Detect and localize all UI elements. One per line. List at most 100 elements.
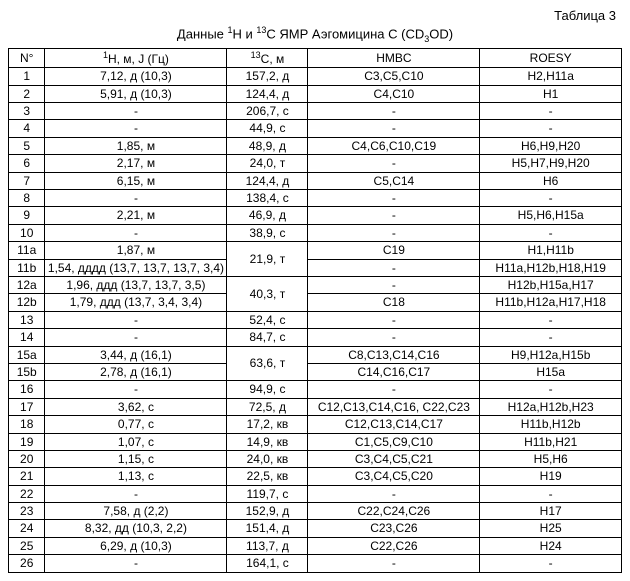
cell-1h: 1,85, м [45, 137, 227, 154]
table-row: 11a1,87, м21,9, тC19H1,H11b [9, 242, 622, 259]
caption-part: OD) [429, 26, 453, 41]
cell-hmbc: C22,C24,C26 [308, 503, 480, 520]
cell-1h: 5,91, д (10,3) [45, 85, 227, 102]
cell-1h: 3,62, с [45, 398, 227, 415]
cell-roesy: H5,H6 [480, 450, 622, 467]
caption-part: H и [233, 26, 257, 41]
cell-1h: 1,54, дддд (13,7, 13,7, 13,7, 3,4) [45, 259, 227, 276]
cell-number: 15b [9, 363, 45, 380]
table-row: 237,58, д (2,2)152,9, дC22,C24,C26H17 [9, 503, 622, 520]
table-row: 76,15, м124,4, дC5,C14H6 [9, 172, 622, 189]
cell-roesy: - [480, 224, 622, 241]
cell-1h: - [45, 120, 227, 137]
table-row: 13-52,4, с-- [9, 311, 622, 328]
table-row: 15b2,78, д (16,1)C14,C16,C17H15a [9, 363, 622, 380]
cell-number: 12a [9, 277, 45, 294]
cell-13c: 84,7, с [227, 329, 308, 346]
table-caption: Данные 1H и 13C ЯМР Аэгомицина C (CD3OD) [8, 25, 622, 44]
col-header-hmbc: HMBC [308, 48, 480, 67]
cell-roesy: - [480, 555, 622, 572]
cell-1h: 1,07, с [45, 433, 227, 450]
cell-roesy: H17 [480, 503, 622, 520]
table-row: 8-138,4, с-- [9, 190, 622, 207]
cell-1h: - [45, 103, 227, 120]
cell-1h: 3,44, д (16,1) [45, 346, 227, 363]
cell-13c: 151,4, д [227, 520, 308, 537]
cell-number: 5 [9, 137, 45, 154]
table-row: 14-84,7, с-- [9, 329, 622, 346]
cell-hmbc: - [308, 207, 480, 224]
cell-13c: 124,4, д [227, 172, 308, 189]
cell-1h: 2,78, д (16,1) [45, 363, 227, 380]
cell-number: 20 [9, 450, 45, 467]
table-row: 11b1,54, дддд (13,7, 13,7, 13,7, 3,4)-H1… [9, 259, 622, 276]
cell-roesy: - [480, 190, 622, 207]
cell-hmbc: C3,C5,C10 [308, 68, 480, 85]
cell-hmbc: C18 [308, 294, 480, 311]
cell-hmbc: - [308, 277, 480, 294]
caption-sup: 13 [256, 25, 266, 35]
table-row: 51,85, м48,9, дC4,C6,C10,C19H6,H9,H20 [9, 137, 622, 154]
cell-hmbc: C5,C14 [308, 172, 480, 189]
cell-number: 8 [9, 190, 45, 207]
cell-13c: 24,0, кв [227, 450, 308, 467]
cell-13c: 72,5, д [227, 398, 308, 415]
cell-roesy: H6 [480, 172, 622, 189]
cell-13c: 17,2, кв [227, 416, 308, 433]
cell-1h: - [45, 224, 227, 241]
cell-hmbc: - [308, 155, 480, 172]
cell-number: 25 [9, 537, 45, 554]
cell-roesy: H1 [480, 85, 622, 102]
cell-roesy: H11b,H12b [480, 416, 622, 433]
cell-roesy: H5,H6,H15a [480, 207, 622, 224]
cell-roesy: H9,H12a,H15b [480, 346, 622, 363]
cell-roesy: - [480, 103, 622, 120]
cell-hmbc: - [308, 190, 480, 207]
cell-hmbc: C12,C13,C14,C16, C22,C23 [308, 398, 480, 415]
col-header-number: N° [9, 48, 45, 67]
cell-hmbc: C19 [308, 242, 480, 259]
cell-hmbc: C4,C10 [308, 85, 480, 102]
cell-13c: 22,5, кв [227, 468, 308, 485]
table-row: 12b1,79, ддд (13,7, 3,4, 3,4)C18H11b,H12… [9, 294, 622, 311]
caption-part: C ЯМР Аэгомицина C (CD [266, 26, 424, 41]
cell-1h: - [45, 190, 227, 207]
cell-hmbc: - [308, 329, 480, 346]
cell-number: 18 [9, 416, 45, 433]
cell-roesy: H11a,H12b,H18,H19 [480, 259, 622, 276]
cell-hmbc: - [308, 120, 480, 137]
cell-13c: 44,9, с [227, 120, 308, 137]
cell-13c: 38,9, с [227, 224, 308, 241]
cell-roesy: H6,H9,H20 [480, 137, 622, 154]
cell-1h: 7,58, д (2,2) [45, 503, 227, 520]
cell-roesy: H11b,H21 [480, 433, 622, 450]
cell-1h: 2,21, м [45, 207, 227, 224]
col-header-1h: 1H, м, J (Гц) [45, 48, 227, 67]
cell-hmbc: C23,C26 [308, 520, 480, 537]
cell-number: 21 [9, 468, 45, 485]
cell-roesy: H25 [480, 520, 622, 537]
cell-13c: 63,6, т [227, 346, 308, 381]
cell-number: 13 [9, 311, 45, 328]
cell-1h: - [45, 555, 227, 572]
cell-1h: 1,87, м [45, 242, 227, 259]
cell-1h: 7,12, д (10,3) [45, 68, 227, 85]
cell-hmbc: C4,C6,C10,C19 [308, 137, 480, 154]
cell-13c: 164,1, с [227, 555, 308, 572]
cell-number: 17 [9, 398, 45, 415]
cell-number: 19 [9, 433, 45, 450]
cell-hmbc: C14,C16,C17 [308, 363, 480, 380]
table-number: Таблица 3 [8, 8, 622, 23]
cell-roesy: H12a,H12b,H23 [480, 398, 622, 415]
cell-1h: 6,15, м [45, 172, 227, 189]
cell-1h: - [45, 381, 227, 398]
table-row: 173,62, с72,5, дC12,C13,C14,C16, C22,C23… [9, 398, 622, 415]
col-header-13c: 13C, м [227, 48, 308, 67]
cell-1h: 0,77, с [45, 416, 227, 433]
cell-1h: 6,29, д (10,3) [45, 537, 227, 554]
cell-number: 2 [9, 85, 45, 102]
cell-13c: 52,4, с [227, 311, 308, 328]
table-row: 12a1,96, ддд (13,7, 13,7, 3,5)40,3, т-H1… [9, 277, 622, 294]
cell-hmbc: C22,C26 [308, 537, 480, 554]
cell-number: 4 [9, 120, 45, 137]
